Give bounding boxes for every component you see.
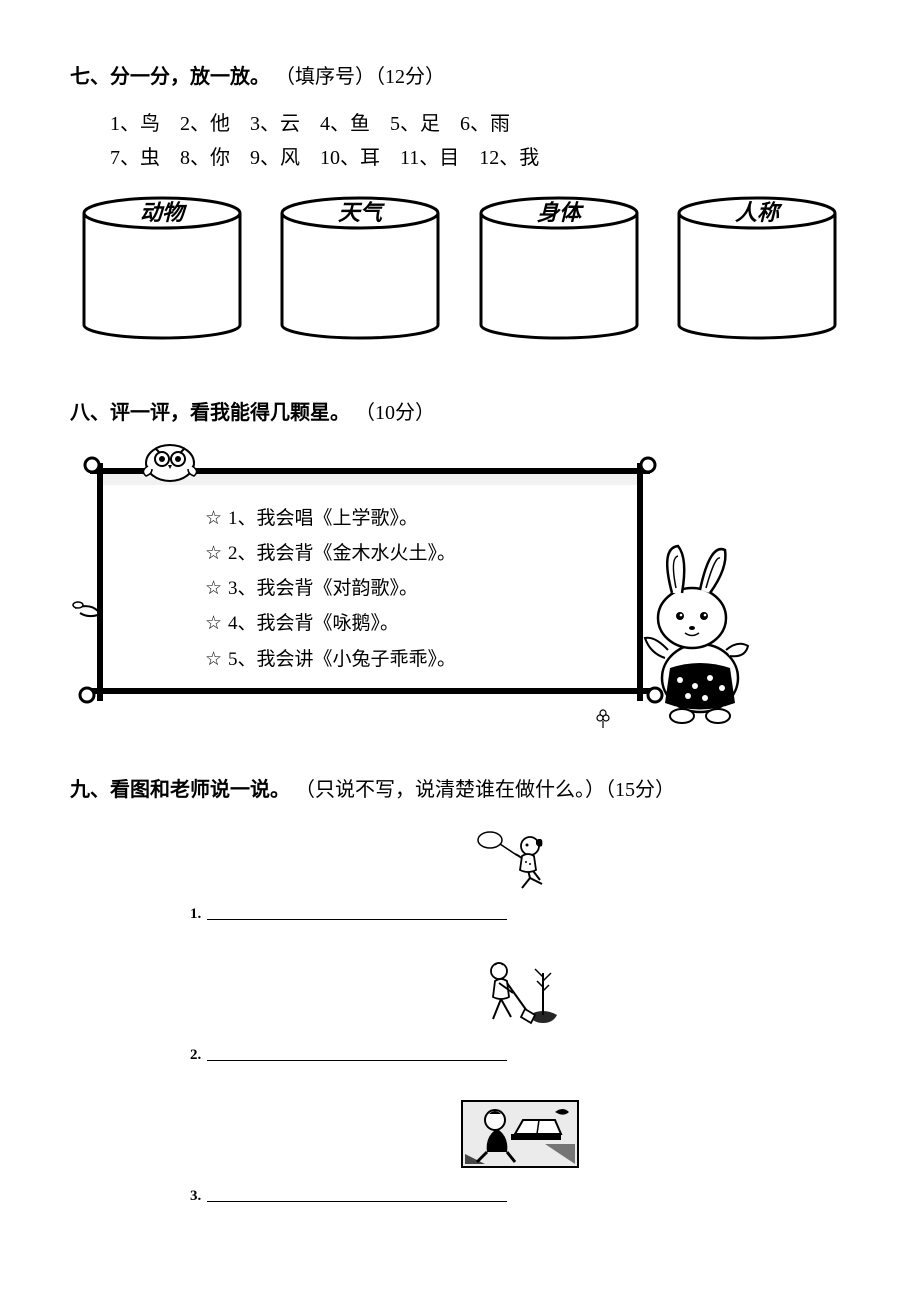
- q7-bucket-3: 人称: [675, 195, 840, 346]
- q9-title: 九、看图和老师说一说。 （只说不写，说清楚谁在做什么。）（15分）: [70, 773, 850, 802]
- q8-item-text: 1、我会唱《上学歌》。: [228, 501, 418, 536]
- q9-item-3: 3.: [190, 1094, 850, 1205]
- q9-title-sub: （只说不写，说清楚谁在做什么。）（15分）: [295, 779, 675, 801]
- q8-item-text: 5、我会讲《小兔子乖乖》。: [228, 642, 456, 677]
- q9-items: 1. 2.: [190, 822, 850, 1205]
- q8-item-1: ☆ 1、我会唱《上学歌》。: [205, 501, 456, 536]
- q8-item-text: 2、我会背《金木水火土》。: [228, 536, 456, 571]
- q7-words-line2: 7、虫 8、你 9、风 10、耳 11、目 12、我: [110, 141, 850, 175]
- q8-items: ☆ 1、我会唱《上学歌》。 ☆ 2、我会背《金木水火土》。 ☆ 3、我会背《对韵…: [205, 501, 456, 677]
- q7-bucket-2: 身体: [477, 195, 642, 346]
- q9-image-1: [190, 822, 850, 898]
- q8-title-sub: （10分）: [355, 402, 435, 424]
- q9-answer-line-2: 2.: [190, 1047, 850, 1064]
- q8-item-text: 4、我会背《咏鹅》。: [228, 606, 399, 641]
- q8-title: 八、评一评，看我能得几颗星。 （10分）: [70, 396, 850, 425]
- q8-frame: ☆ 1、我会唱《上学歌》。 ☆ 2、我会背《金木水火土》。 ☆ 3、我会背《对韵…: [70, 443, 850, 733]
- q8-item-5: ☆ 5、我会讲《小兔子乖乖》。: [205, 642, 456, 677]
- star-icon: ☆: [205, 536, 222, 571]
- svg-text:天气: 天气: [338, 200, 385, 225]
- q9-image-3: [190, 1094, 850, 1180]
- q7-bucket-1: 天气: [278, 195, 443, 346]
- q7-title: 七、分一分，放一放。 （填序号）（12分）: [70, 60, 850, 89]
- q9-image-2: [190, 953, 850, 1039]
- q7-title-sub: （填序号）（12分）: [275, 66, 445, 88]
- q9-num-2: 2.: [190, 1047, 201, 1064]
- q7-bucket-0: 动物: [80, 195, 245, 346]
- svg-text:身体: 身体: [537, 200, 585, 225]
- q7-word-list: 1、鸟 2、他 3、云 4、鱼 5、足 6、雨 7、虫 8、你 9、风 10、耳…: [110, 107, 850, 175]
- q7-cylinders: 动物 天气 身体 人称: [80, 195, 840, 346]
- q9-answer-line-1: 1.: [190, 906, 850, 923]
- star-icon: ☆: [205, 642, 222, 677]
- svg-text:人称: 人称: [735, 200, 783, 225]
- q8-item-4: ☆ 4、我会背《咏鹅》。: [205, 606, 456, 641]
- q9-num-3: 3.: [190, 1188, 201, 1205]
- q9-item-2: 2.: [190, 953, 850, 1064]
- q9-item-1: 1.: [190, 822, 850, 923]
- q8-item-2: ☆ 2、我会背《金木水火土》。: [205, 536, 456, 571]
- q8-title-bold: 八、评一评，看我能得几颗星。: [70, 402, 350, 424]
- star-icon: ☆: [205, 571, 222, 606]
- q7-words-line1: 1、鸟 2、他 3、云 4、鱼 5、足 6、雨: [110, 107, 850, 141]
- q9-title-bold: 九、看图和老师说一说。: [70, 779, 290, 801]
- star-icon: ☆: [205, 606, 222, 641]
- svg-text:动物: 动物: [140, 200, 188, 225]
- q7-title-bold: 七、分一分，放一放。: [70, 66, 270, 88]
- q8-item-3: ☆ 3、我会背《对韵歌》。: [205, 571, 456, 606]
- q9-answer-line-3: 3.: [190, 1188, 850, 1205]
- q9-num-1: 1.: [190, 906, 201, 923]
- q8-item-text: 3、我会背《对韵歌》。: [228, 571, 418, 606]
- star-icon: ☆: [205, 501, 222, 536]
